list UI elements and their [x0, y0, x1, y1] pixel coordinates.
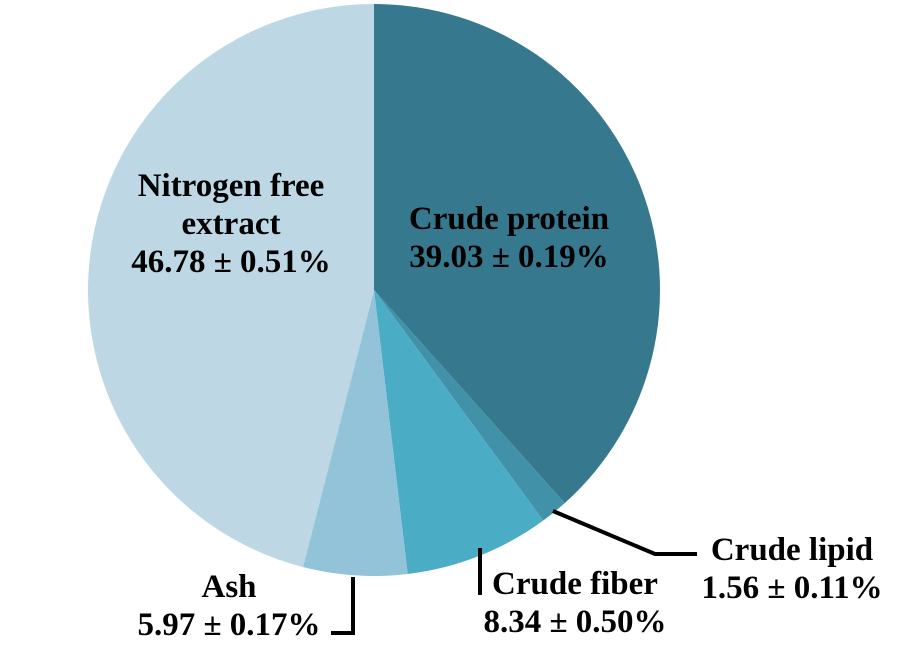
pie-slice-nitrogen-free-extract [88, 4, 374, 568]
slice-label-ash-name: Ash [201, 569, 257, 605]
pie-wedges [88, 4, 660, 576]
pie-slice-crude-lipid [374, 290, 565, 521]
pie-slice-crude-protein [374, 4, 660, 504]
slice-label-nfe-name-line1: Nitrogen free [137, 168, 325, 204]
leader-line-crude-lipid [552, 509, 697, 556]
slice-label-nitrogen-free-extract: Nitrogen free extract 46.78 ± 0.51% [131, 167, 331, 281]
slice-label-crude-fiber: Crude fiber 8.34 ± 0.50% [483, 565, 666, 641]
slice-label-crude-protein: Crude protein 39.03 ± 0.19% [409, 200, 609, 276]
slice-label-ash: Ash 5.97 ± 0.17% [137, 568, 320, 644]
slice-label-crude-lipid-name: Crude lipid [710, 532, 874, 568]
slice-label-crude-fiber-value: 8.34 ± 0.50% [483, 604, 667, 640]
slice-label-crude-lipid-value: 1.56 ± 0.11% [701, 570, 883, 606]
slice-label-crude-fiber-name: Crude fiber [492, 566, 658, 602]
slice-label-nfe-name-line2: extract [181, 206, 281, 242]
slice-label-ash-value: 5.97 ± 0.17% [137, 607, 321, 643]
slice-label-crude-protein-name: Crude protein [408, 201, 610, 237]
leader-line-ash [331, 577, 355, 635]
pie-slice-crude-fiber [374, 290, 544, 575]
slice-label-crude-protein-value: 39.03 ± 0.19% [409, 239, 609, 275]
slice-label-nfe-value: 46.78 ± 0.51% [131, 244, 331, 280]
slice-label-crude-lipid: Crude lipid 1.56 ± 0.11% [701, 531, 882, 607]
pie-slice-ash [302, 290, 408, 576]
